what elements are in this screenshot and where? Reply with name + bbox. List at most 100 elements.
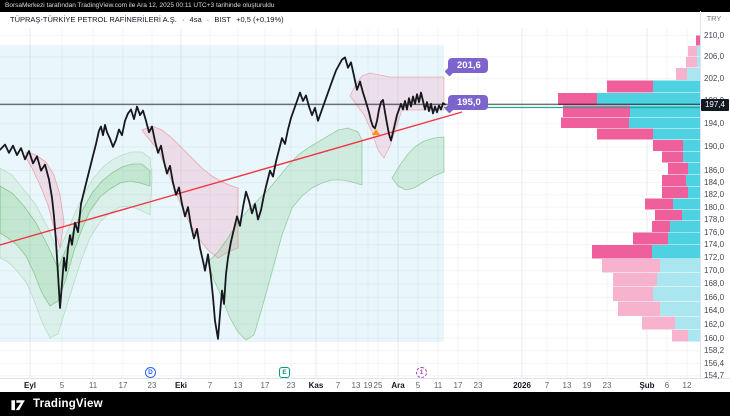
time-tick: 11 <box>88 381 98 390</box>
volume-profile-up-bar <box>686 175 700 186</box>
currency-label: TRY <box>706 14 722 23</box>
volume-profile-down-bar <box>653 140 683 151</box>
rising-trendline <box>0 111 463 246</box>
volume-profile-down-bar <box>662 151 683 163</box>
time-tick: 7 <box>207 381 213 390</box>
separator: · <box>181 15 185 24</box>
price-tick: 154,7 <box>704 371 725 381</box>
tradingview-brand-name[interactable]: TradingView <box>33 398 103 410</box>
price-tick: 206,0 <box>704 52 725 62</box>
current-price-label: 197,4 <box>701 98 729 111</box>
time-tick: 19 <box>363 381 373 390</box>
price-tick: 158,2 <box>704 346 725 356</box>
symbol-header: TÜPRAŞ-TÜRKİYE PETROL RAFİNERİLERİ A.Ş. … <box>10 15 287 24</box>
time-tick: Eyl <box>23 381 37 390</box>
price-tick: 176,0 <box>704 227 725 237</box>
volume-profile-up-bar <box>673 198 700 210</box>
volume-profile-down-bar <box>642 316 675 330</box>
volume-profile-up-bar <box>682 210 700 221</box>
signal-arrow <box>372 129 380 135</box>
time-tick: 5 <box>415 381 421 390</box>
price-tick: 210,0 <box>704 31 725 40</box>
time-scale-divider <box>0 378 730 379</box>
attribution-text: BorsaMerkezi tarafından TradingView.com … <box>5 2 275 9</box>
time-tick: 6 <box>664 381 670 390</box>
volume-profile-up-bar <box>688 330 700 342</box>
price-tick: 182,0 <box>704 190 725 200</box>
time-tick: 23 <box>473 381 483 390</box>
volume-profile-up-bar <box>668 232 700 245</box>
time-scale[interactable]: Eyl 5 11 17 23 Eki 7 13 17 23 Kas 7 13 19 25 Ara 5 11 17 23… <box>0 378 730 392</box>
volume-profile-down-bar <box>652 221 670 232</box>
price-callout[interactable]: 201,6 <box>448 58 488 73</box>
split-marker[interactable]: 1 <box>416 367 427 378</box>
volume-profile-down-bar <box>613 286 653 301</box>
volume-profile-down-bar <box>688 46 697 57</box>
time-tick: 13 <box>562 381 572 390</box>
time-tick: 2026 <box>513 381 531 390</box>
volume-profile-down-bar <box>597 128 653 140</box>
time-tick: Kas <box>308 381 324 390</box>
price-tick: 186,0 <box>704 166 725 176</box>
volume-profile-up-bar <box>670 221 700 232</box>
price-tick: 174,0 <box>704 240 725 250</box>
volume-profile-up-bar <box>660 259 700 273</box>
volume-profile-down-bar <box>613 273 657 286</box>
volume-profile-up-bar <box>688 186 700 198</box>
price-tick: 202,0 <box>704 74 725 84</box>
volume-profile-down-bar <box>633 232 668 245</box>
volume-profile-down-bar <box>563 105 630 117</box>
tradingview-logo-icon[interactable] <box>10 396 27 413</box>
time-tick: 19 <box>582 381 592 390</box>
volume-profile-down-bar <box>602 259 660 273</box>
time-tick: 17 <box>260 381 270 390</box>
price-tick: 156,4 <box>704 358 725 368</box>
time-tick: 23 <box>286 381 296 390</box>
volume-profile-up-bar <box>629 117 700 128</box>
price-line <box>0 56 446 340</box>
time-tick: Şub <box>639 381 655 390</box>
volume-profile-up-bar <box>683 151 700 163</box>
volume-profile-up-bar <box>697 46 700 57</box>
volume-profile-down-bar <box>645 198 673 210</box>
price-scale-divider <box>700 11 701 378</box>
volume-profile-down-bar <box>686 57 697 68</box>
time-tick: 13 <box>233 381 243 390</box>
volume-profile-down-bar <box>592 245 652 259</box>
time-tick: 13 <box>351 381 361 390</box>
symbol-name: TÜPRAŞ-TÜRKİYE PETROL RAFİNERİLERİ A.Ş. <box>10 15 177 24</box>
volume-profile-down-bar <box>668 163 688 175</box>
price-tick: 178,0 <box>704 215 725 224</box>
time-tick: 25 <box>373 381 383 390</box>
price-callout[interactable]: 195,0 <box>448 95 488 110</box>
price-tick: 160,0 <box>704 333 725 343</box>
volume-profile-down-bar <box>662 175 686 186</box>
volume-profile-up-bar <box>652 245 700 259</box>
volume-profile-up-bar <box>687 68 700 80</box>
separator: · <box>206 15 210 24</box>
price-tick: 184,0 <box>704 178 725 188</box>
time-tick: 7 <box>335 381 341 390</box>
volume-profile-down-bar <box>662 186 688 198</box>
price-tick: 168,0 <box>704 279 725 289</box>
volume-profile-up-bar <box>657 273 700 286</box>
earnings-marker[interactable]: E <box>279 367 290 378</box>
dividend-marker[interactable]: D <box>145 367 156 378</box>
time-tick: 11 <box>433 381 443 390</box>
time-tick: 12 <box>682 381 692 390</box>
volume-profile-down-bar <box>655 210 682 221</box>
price-tick: 162,0 <box>704 319 725 329</box>
price-tick: 166,0 <box>704 292 725 302</box>
volume-profile-up-bar <box>653 80 700 93</box>
volume-profile-up-bar <box>653 286 700 301</box>
change-label: +0,5 (+0,19%) <box>236 15 284 24</box>
volume-profile-up-bar <box>675 316 700 330</box>
attribution-bar: BorsaMerkezi tarafından TradingView.com … <box>0 0 730 12</box>
time-tick: Ara <box>391 381 405 390</box>
volume-profile-down-bar <box>672 330 688 342</box>
price-tick: 180,0 <box>704 202 725 212</box>
price-scale[interactable]: 210,0206,0202,0198,0194,0190,0186,0184,0… <box>700 11 730 381</box>
price-tick: 170,0 <box>704 266 725 276</box>
time-tick: Eki <box>174 381 188 390</box>
